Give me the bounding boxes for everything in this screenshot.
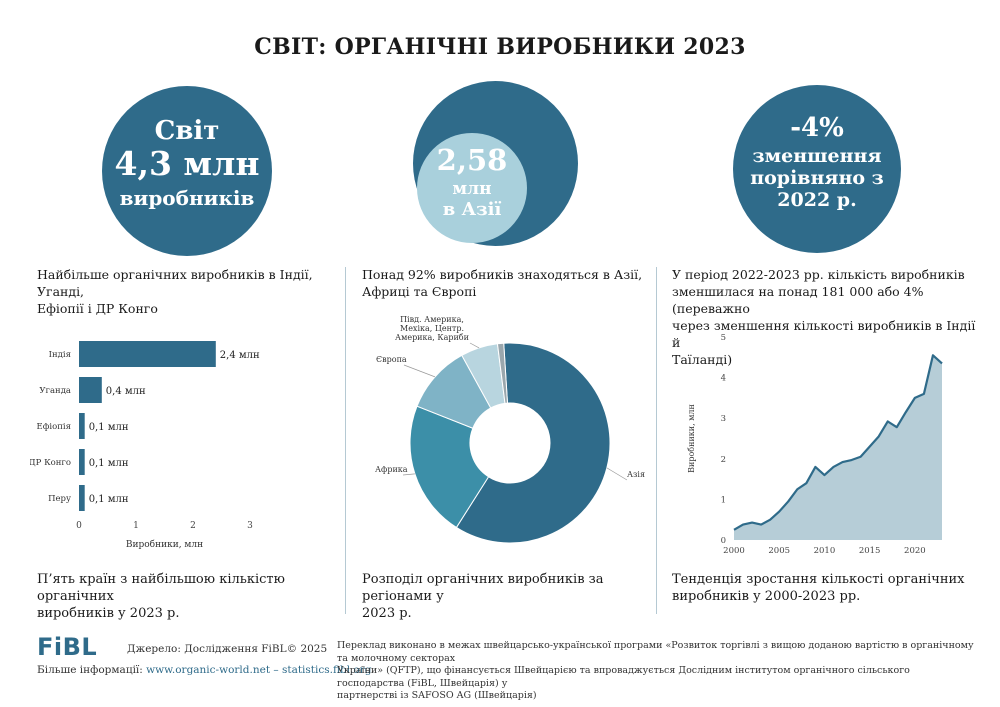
top-countries-bar-chart: 0 1 2 3 Виробники, млн Індія 2,4 млн Уганда 0,4 … (30, 341, 260, 550)
slice-label: Європа (376, 355, 407, 364)
right-heading-line4: Таїланді) (672, 352, 733, 367)
slice-leader-line (606, 467, 628, 481)
category-label: Уганда (39, 386, 71, 396)
y-tick-label: 2 (721, 455, 726, 465)
y-axis-label: Виробники, млн (687, 404, 696, 473)
trend-area-chart: 0 1 2 3 4 5 2000 2005 2010 2015 2020 Виробники, млн (687, 333, 943, 556)
category-label: Перу (48, 494, 71, 504)
middle-caption-line1: Розподіл органічних виробників за регіон… (362, 572, 604, 604)
x-tick-label: 2010 (814, 546, 836, 556)
bar (79, 485, 85, 511)
left-caption-line1: П’ять країн з найбільшою кількістю орган… (37, 572, 285, 604)
bar (79, 413, 85, 439)
page-title: СВІТ: ОРГАНІЧНІ ВИРОБНИКИ 2023 (254, 34, 746, 60)
bar (79, 377, 102, 403)
x-tick-label: 2000 (723, 546, 745, 556)
source-text: Джерело: Дослідження FiBL© 2025 (127, 643, 328, 655)
more-info: Більше інформації: www.organic-world.net… (37, 664, 371, 676)
slice-label: Азія (627, 470, 645, 479)
x-axis-label: Виробники, млн (126, 539, 203, 550)
donut-slice (409, 405, 490, 529)
note-line1: Переклад виконано в межах швейцарсько-ук… (337, 640, 974, 664)
x-tick-label: 2020 (904, 546, 926, 556)
data-label: 0,1 млн (89, 458, 129, 469)
data-label: 0,4 млн (106, 386, 146, 397)
right-heading-line2: зменшилася на понад 181 000 або 4% (пере… (672, 284, 924, 316)
left-caption-line2: виробників у 2023 р. (37, 606, 180, 621)
divider-right (656, 267, 657, 614)
x-tick-label: 1 (133, 521, 139, 531)
x-tick-label: 3 (247, 521, 253, 531)
left-panel-caption: П’ять країн з найбільшою кількістю орган… (37, 571, 337, 622)
right-caption-line2: виробників у 2000-2023 рр. (672, 589, 861, 604)
y-tick-label: 3 (721, 414, 726, 424)
world-producers-circle: Світ 4,3 млн виробників (102, 86, 272, 256)
area-fill (734, 355, 942, 540)
x-tick-label: 0 (76, 521, 82, 531)
change-text-line1: зменшення (752, 145, 882, 167)
y-tick-label: 5 (721, 333, 726, 343)
slice-leader-line (469, 342, 480, 349)
change-text: зменшення порівняно з 2022 р. (733, 145, 901, 211)
y-tick-label: 1 (721, 495, 726, 505)
category-label: ДР Конго (30, 458, 71, 468)
right-panel-heading: У період 2022-2023 рр. кількість виробни… (672, 266, 982, 368)
slice-label: Мехіка, Центр. (400, 324, 464, 333)
divider-left (345, 267, 346, 614)
x-tick-label: 2 (190, 521, 196, 531)
category-label: Індія (49, 350, 71, 360)
left-panel-heading: Найбільше органічних виробників в Індії,… (37, 266, 337, 317)
world-unit: виробників (119, 186, 255, 210)
change-value: -4% (790, 113, 844, 143)
bar (79, 341, 216, 367)
y-tick-label: 0 (721, 536, 726, 546)
note-line3: партнерстві із SAFOSO AG (Швейцарія) (337, 690, 537, 701)
data-label: 0,1 млн (89, 422, 129, 433)
fibl-logo: FiBL (37, 633, 98, 661)
data-label: 2,4 млн (220, 350, 260, 361)
data-label: 0,1 млн (89, 494, 129, 505)
y-tick-label: 4 (721, 374, 726, 384)
slice-label: Америка, Кариби (395, 333, 469, 342)
middle-caption-line2: 2023 р. (362, 606, 412, 621)
asia-label: в Азії (442, 199, 502, 220)
middle-heading-line2: Африці та Європі (362, 284, 477, 299)
left-heading-line2: Ефіопії і ДР Конго (37, 301, 158, 316)
trend-line (733, 354, 943, 531)
change-circle: -4% зменшення порівняно з 2022 р. (733, 85, 901, 253)
donut-slice (455, 342, 611, 544)
slice-label: Африка (375, 465, 408, 474)
change-text-line3: 2022 р. (777, 189, 857, 211)
regions-donut-chart: Азія Африка Європа Півд. Америка,Мехіка, Це… (375, 315, 645, 544)
world-label: Світ (154, 116, 220, 146)
right-heading-line3: через зменшення кількості виробників в І… (672, 318, 976, 350)
translation-note: Переклад виконано в межах швейцарсько-ук… (337, 640, 977, 703)
more-info-links[interactable]: www.organic-world.net – statistics.fibl.… (146, 664, 372, 676)
asia-inner-circle: 2,58 млн в Азії (417, 133, 527, 243)
slice-leader-line (402, 473, 415, 476)
donut-slice (496, 342, 509, 404)
asia-unit: млн (452, 179, 492, 199)
category-label: Ефіопія (37, 422, 71, 432)
asia-value: 2,58 (436, 143, 508, 177)
middle-heading-line1: Понад 92% виробників знаходяться в Азії, (362, 267, 643, 282)
asia-producers-circle: 2,58 млн в Азії (413, 81, 578, 246)
right-panel-caption: Тенденція зростання кількості органічних… (672, 571, 982, 605)
x-tick-label: 2005 (768, 546, 790, 556)
bar (79, 449, 85, 475)
slice-leader-line (403, 364, 436, 378)
middle-panel-heading: Понад 92% виробників знаходяться в Азії,… (362, 266, 652, 300)
note-line2: України» (QFTP), що фінансується Швейцар… (337, 665, 910, 689)
middle-panel-caption: Розподіл органічних виробників за регіон… (362, 571, 652, 622)
more-info-label: Більше інформації: (37, 664, 143, 676)
right-heading-line1: У період 2022-2023 рр. кількість виробни… (672, 267, 965, 282)
left-heading-line1: Найбільше органічних виробників в Індії,… (37, 267, 313, 299)
right-caption-line1: Тенденція зростання кількості органічних (672, 572, 965, 587)
change-text-line2: порівняно з (750, 167, 884, 189)
x-tick-label: 2015 (859, 546, 881, 556)
world-value: 4,3 млн (114, 144, 260, 183)
slice-label: Півд. Америка, (400, 315, 464, 324)
